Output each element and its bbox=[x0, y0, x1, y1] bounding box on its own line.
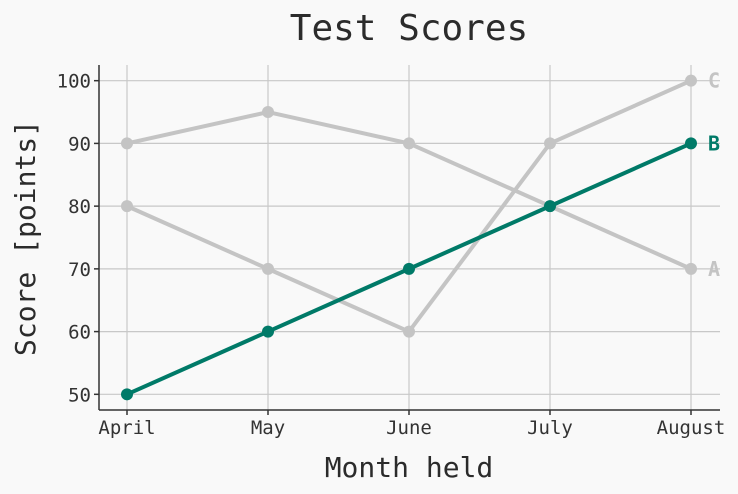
y-tick-labels: 50 60 70 80 90 100 bbox=[57, 71, 99, 406]
series-A: A bbox=[121, 106, 720, 281]
x-tick-label: July bbox=[527, 417, 573, 439]
data-point bbox=[685, 74, 697, 87]
series-C: C bbox=[121, 69, 720, 338]
data-point bbox=[262, 262, 274, 275]
x-tick-label: May bbox=[251, 417, 285, 439]
data-point bbox=[544, 137, 556, 150]
y-tick-label: 90 bbox=[68, 133, 91, 155]
data-point bbox=[262, 325, 274, 338]
x-tick-labels: April May June July August bbox=[98, 410, 725, 439]
data-point bbox=[262, 106, 274, 119]
y-tick-label: 60 bbox=[68, 322, 91, 344]
x-tick-label: August bbox=[657, 417, 726, 439]
x-axis-label: Month held bbox=[325, 451, 494, 484]
data-point bbox=[685, 137, 697, 150]
data-point bbox=[403, 137, 415, 150]
data-point bbox=[121, 388, 133, 401]
chart-title: Test Scores bbox=[290, 8, 528, 49]
series-lines: A C B bbox=[121, 69, 720, 401]
series-end-label: C bbox=[708, 69, 720, 93]
x-tick-label: April bbox=[98, 417, 155, 439]
data-point bbox=[403, 325, 415, 338]
x-tick-label: June bbox=[386, 417, 432, 439]
data-point bbox=[685, 262, 697, 275]
series-end-label: A bbox=[708, 257, 720, 281]
data-point bbox=[121, 137, 133, 150]
data-point bbox=[121, 200, 133, 213]
y-tick-label: 100 bbox=[57, 71, 91, 93]
data-point bbox=[544, 200, 556, 213]
y-tick-label: 50 bbox=[68, 384, 91, 406]
data-point bbox=[403, 262, 415, 275]
y-tick-label: 70 bbox=[68, 259, 91, 281]
series-end-label: B bbox=[708, 131, 720, 155]
y-axis-label: Score [points] bbox=[9, 120, 42, 356]
gridlines bbox=[99, 65, 720, 410]
series-B: B bbox=[121, 131, 720, 401]
y-tick-label: 80 bbox=[68, 196, 91, 218]
